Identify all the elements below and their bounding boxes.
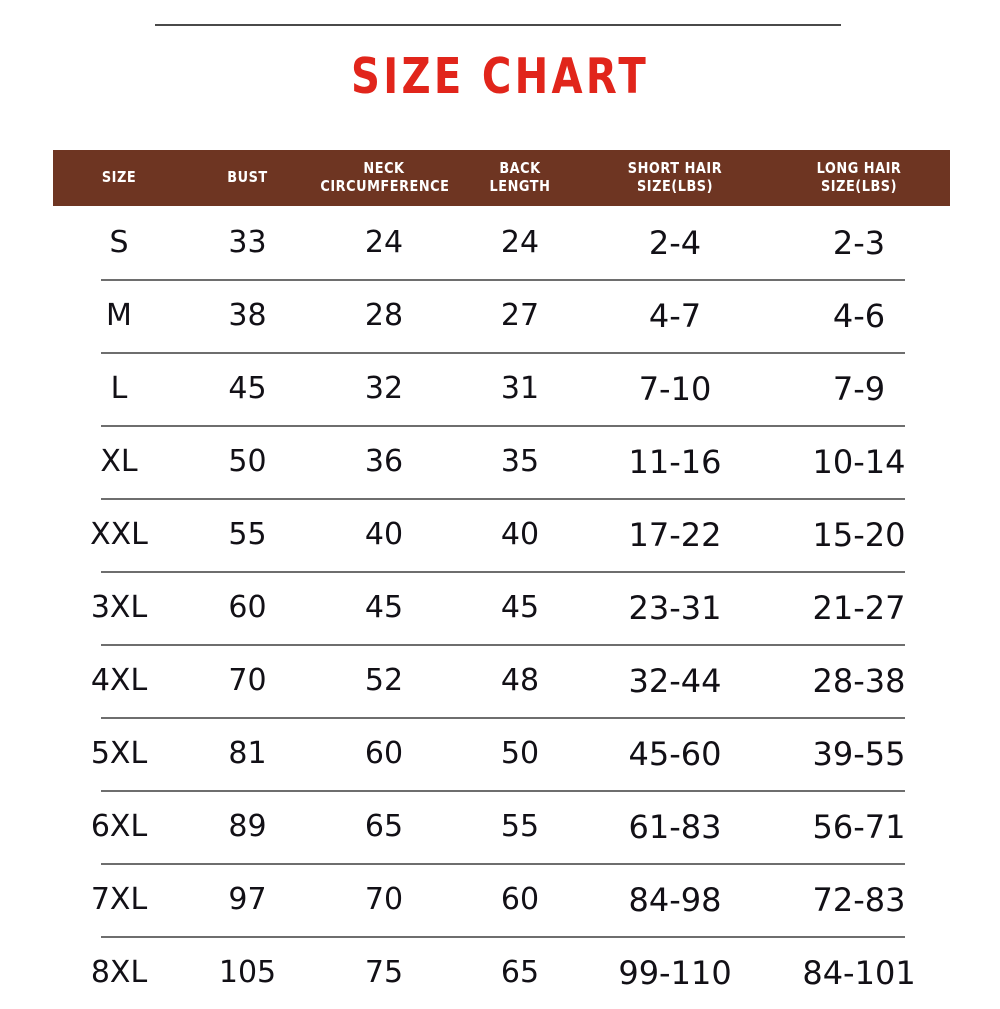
table-row: M 38 28 27 4-7 4-6 (53, 279, 950, 352)
table-row: 7XL 97 70 60 84-98 72-83 (53, 863, 950, 936)
cell-short-hair: 7-10 (638, 369, 712, 408)
column-header-short-hair-size: SHORT HAIR SIZE(LBS) (627, 159, 723, 195)
cell-back: 50 (500, 735, 540, 771)
column-header-long-hair-size: LONG HAIR SIZE(LBS) (816, 159, 902, 195)
table-row: 8XL 105 75 65 99-110 84-101 (53, 936, 950, 1009)
cell-bust: 81 (228, 735, 267, 771)
cell-neck: 60 (364, 735, 404, 771)
cell-long-hair: 84-101 (802, 953, 916, 992)
cell-bust: 60 (228, 589, 267, 625)
cell-short-hair: 45-60 (628, 734, 722, 773)
cell-short-hair: 32-44 (628, 661, 722, 700)
cell-back: 55 (500, 808, 540, 844)
cell-back: 40 (500, 516, 540, 552)
cell-short-hair: 99-110 (618, 953, 732, 992)
cell-long-hair: 21-27 (812, 588, 906, 627)
cell-bust: 50 (228, 443, 267, 479)
cell-neck: 65 (364, 808, 404, 844)
cell-size: 6XL (90, 808, 148, 844)
cell-neck: 28 (364, 297, 404, 333)
cell-neck: 24 (364, 224, 404, 260)
cell-bust: 97 (228, 881, 267, 917)
table-row: XXL 55 40 40 17-22 15-20 (53, 498, 950, 571)
cell-long-hair: 28-38 (812, 661, 906, 700)
top-divider-rule (155, 24, 841, 26)
table-row: 4XL 70 52 48 32-44 28-38 (53, 644, 950, 717)
cell-neck: 70 (364, 881, 404, 917)
cell-size: XL (100, 443, 138, 479)
cell-neck: 36 (364, 443, 404, 479)
cell-bust: 45 (228, 370, 267, 406)
cell-short-hair: 17-22 (628, 515, 722, 554)
cell-neck: 40 (364, 516, 404, 552)
table-row: 3XL 60 45 45 23-31 21-27 (53, 571, 950, 644)
cell-bust: 38 (228, 297, 267, 333)
cell-neck: 75 (364, 954, 404, 990)
cell-long-hair: 39-55 (812, 734, 906, 773)
cell-size: 4XL (90, 662, 148, 698)
cell-back: 45 (500, 589, 540, 625)
cell-size: 3XL (90, 589, 148, 625)
cell-short-hair: 11-16 (628, 442, 722, 481)
cell-back: 65 (500, 954, 540, 990)
cell-bust: 55 (228, 516, 267, 552)
cell-size: L (110, 370, 128, 406)
table-row: S 33 24 24 2-4 2-3 (53, 206, 950, 279)
cell-long-hair: 4-6 (832, 296, 886, 335)
table-header-row: SIZE BUST NECK CIRCUMFERENCE BACK LENGTH… (53, 150, 950, 206)
cell-bust: 105 (218, 954, 277, 990)
cell-long-hair: 10-14 (812, 442, 906, 481)
cell-size: XXL (90, 516, 148, 552)
cell-back: 48 (500, 662, 540, 698)
cell-back: 31 (500, 370, 540, 406)
cell-size: 5XL (90, 735, 148, 771)
cell-short-hair: 2-4 (648, 223, 702, 262)
table-row: L 45 32 31 7-10 7-9 (53, 352, 950, 425)
page-title: SIZE CHART (350, 48, 650, 105)
column-header-back-length: BACK LENGTH (489, 159, 551, 195)
cell-neck: 52 (364, 662, 404, 698)
column-header-bust: BUST (227, 168, 268, 187)
cell-short-hair: 84-98 (628, 880, 722, 919)
cell-back: 27 (500, 297, 540, 333)
cell-long-hair: 15-20 (812, 515, 906, 554)
cell-neck: 32 (364, 370, 404, 406)
cell-back: 35 (500, 443, 540, 479)
table-row: 5XL 81 60 50 45-60 39-55 (53, 717, 950, 790)
table-row: XL 50 36 35 11-16 10-14 (53, 425, 950, 498)
cell-back: 60 (500, 881, 540, 917)
cell-short-hair: 23-31 (628, 588, 722, 627)
cell-short-hair: 61-83 (628, 807, 722, 846)
column-header-size: SIZE (101, 168, 137, 187)
cell-size: S (109, 224, 129, 260)
table-body: S 33 24 24 2-4 2-3 M 38 28 27 4-7 4-6 L … (53, 206, 950, 1009)
column-header-neck-circumference: NECK CIRCUMFERENCE (320, 159, 450, 195)
table-row: 6XL 89 65 55 61-83 56-71 (53, 790, 950, 863)
cell-bust: 89 (228, 808, 267, 844)
cell-size: 7XL (90, 881, 148, 917)
cell-long-hair: 72-83 (812, 880, 906, 919)
cell-long-hair: 2-3 (832, 223, 886, 262)
cell-long-hair: 7-9 (832, 369, 886, 408)
cell-neck: 45 (364, 589, 404, 625)
cell-bust: 33 (228, 224, 267, 260)
cell-size: 8XL (90, 954, 148, 990)
cell-short-hair: 4-7 (648, 296, 702, 335)
cell-bust: 70 (228, 662, 267, 698)
cell-long-hair: 56-71 (812, 807, 906, 846)
cell-back: 24 (500, 224, 540, 260)
cell-size: M (106, 297, 132, 333)
